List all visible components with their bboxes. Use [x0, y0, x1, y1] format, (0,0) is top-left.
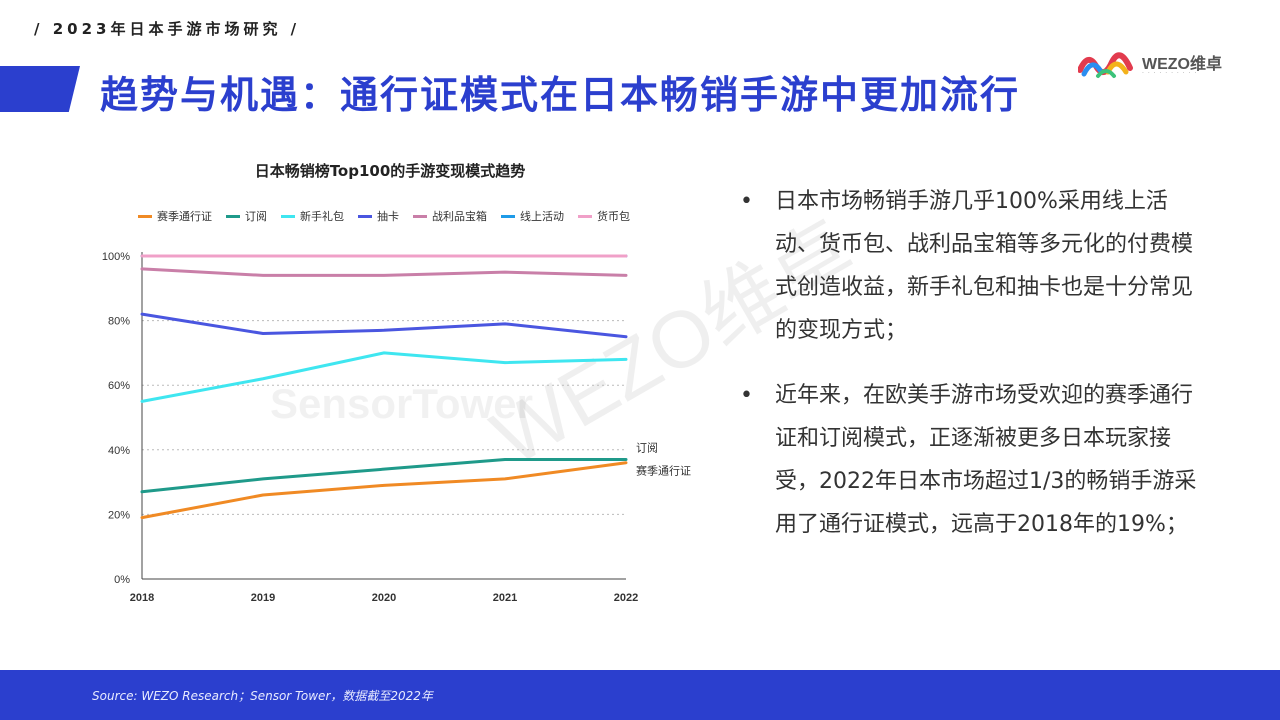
logo-subtext: · · · · · · · · · ·: [1142, 70, 1198, 77]
legend-swatch: [413, 214, 427, 218]
bullet-dot-icon: •: [740, 189, 753, 214]
y-tick-label: 0%: [114, 574, 130, 586]
series-end-label: 赛季通行证: [636, 464, 691, 478]
chart-legend: 赛季通行证 订阅 新手礼包 抽卡 战利品宝箱 线上活动 货币包: [138, 208, 630, 224]
legend-swatch: [138, 214, 152, 218]
chart-title: 日本畅销榜Top100的手游变现模式趋势: [254, 162, 526, 180]
legend-label: 线上活动: [520, 210, 564, 223]
legend-swatch: [281, 214, 295, 218]
bullet-text: 近年来，在欧美手游市场受欢迎的赛季通行证和订阅模式，正逐渐被更多日本玩家接受，2…: [774, 383, 1197, 537]
bullet-list: • 日本市场畅销手游几乎100%采用线上活动、货币包、战利品宝箱等多元化的付费模…: [740, 180, 1210, 568]
series-end-label: 订阅: [636, 441, 658, 454]
bullet-text: 日本市场畅销手游几乎100%采用线上活动、货币包、战利品宝箱等多元化的付费模式创…: [774, 189, 1193, 343]
x-tick-label: 2022: [614, 592, 638, 604]
legend-swatch: [578, 214, 592, 218]
bullet-item: • 日本市场畅销手游几乎100%采用线上活动、货币包、战利品宝箱等多元化的付费模…: [740, 180, 1210, 352]
y-tick-label: 40%: [108, 445, 130, 457]
series-line: [140, 457, 628, 494]
legend-item: 线上活动: [501, 208, 564, 224]
x-tick-label: 2019: [251, 592, 275, 604]
x-tick-label: 2020: [372, 592, 396, 604]
y-tick-label: 100%: [102, 251, 130, 263]
legend-label: 战利品宝箱: [432, 210, 487, 223]
source-note: Source: WEZO Research；Sensor Tower，数据截至2…: [92, 689, 433, 703]
legend-item: 战利品宝箱: [413, 208, 487, 224]
legend-item: 订阅: [226, 208, 267, 224]
legend-swatch: [226, 214, 240, 218]
series-line: [140, 312, 628, 339]
series-line: [140, 351, 628, 403]
legend-item: 货币包: [578, 208, 630, 224]
y-tick-label: 20%: [108, 509, 130, 521]
footer-bar: [0, 670, 1280, 720]
legend-item: 抽卡: [358, 208, 399, 224]
legend-label: 订阅: [245, 210, 267, 223]
x-tick-label: 2018: [130, 592, 154, 604]
legend-label: 赛季通行证: [157, 210, 212, 223]
legend-item: 新手礼包: [281, 208, 344, 224]
legend-swatch: [358, 214, 372, 218]
x-tick-label: 2021: [493, 592, 517, 604]
series-line: [140, 461, 628, 520]
y-tick-label: 60%: [108, 380, 130, 392]
bullet-dot-icon: •: [740, 383, 753, 408]
header-tag: / 2023年日本手游市场研究 /: [34, 20, 301, 38]
sensortower-watermark: SensorTower: [270, 380, 533, 427]
logo-text: WEZO维卓: [1142, 56, 1222, 73]
bullet-item: • 近年来，在欧美手游市场受欢迎的赛季通行证和订阅模式，正逐渐被更多日本玩家接受…: [740, 374, 1210, 546]
legend-label: 货币包: [597, 210, 630, 223]
slide-title: 趋势与机遇：通行证模式在日本畅销手游中更加流行: [100, 73, 1021, 117]
y-tick-label: 80%: [108, 316, 130, 328]
title-accent-bar: [0, 66, 80, 112]
legend-label: 抽卡: [377, 210, 399, 223]
legend-item: 赛季通行证: [138, 208, 212, 224]
legend-label: 新手礼包: [300, 210, 344, 223]
legend-swatch: [501, 214, 515, 218]
wezo-logo-icon: [1078, 52, 1133, 78]
series-line: [140, 267, 628, 277]
